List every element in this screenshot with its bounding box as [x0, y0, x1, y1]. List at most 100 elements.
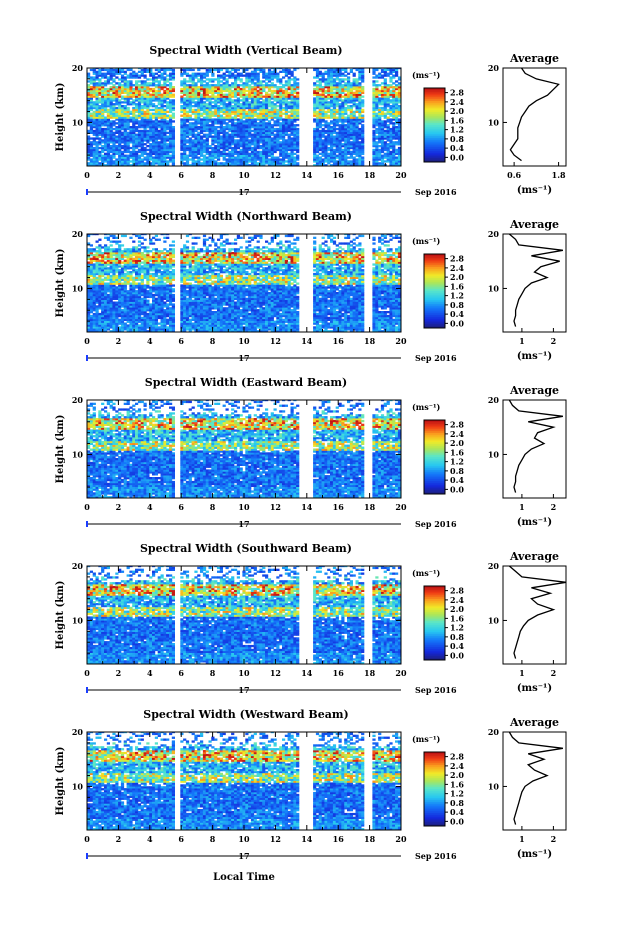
- date-label: Sep 2016: [415, 353, 457, 363]
- average-title: Average: [509, 550, 559, 563]
- colorbar: (ms⁻¹)2.82.42.01.61.20.80.40.0: [412, 734, 464, 827]
- average-frame: [503, 400, 566, 498]
- average-x-title: (ms⁻¹): [517, 185, 552, 196]
- x-tick-label: 18: [364, 336, 376, 346]
- average-y-tick-label: 10: [488, 283, 500, 293]
- x-tick-label: 4: [147, 336, 153, 346]
- average-x-title: (ms⁻¹): [517, 683, 552, 694]
- y-axis-title: Height (km): [55, 747, 66, 816]
- average-line: [510, 68, 558, 161]
- average-y-tick-label: 10: [488, 117, 500, 127]
- x-tick-label: 0: [84, 170, 90, 180]
- heatmap-cells: [87, 68, 401, 166]
- x-tick-label: 20: [395, 170, 407, 180]
- colorbar-unit: (ms⁻¹): [412, 402, 440, 412]
- panel-title: Spectral Width (Northward Beam): [140, 210, 352, 223]
- colorbar-unit: (ms⁻¹): [412, 236, 440, 246]
- average-x-tick-label: 1: [519, 502, 525, 512]
- colorbar-tick-label: 0.0: [450, 152, 464, 162]
- colorbar: (ms⁻¹)2.82.42.01.61.20.80.40.0: [412, 568, 464, 661]
- y-tick-label: 20: [72, 63, 84, 73]
- x-tick-label: 6: [178, 170, 184, 180]
- heatmap-cells: [87, 566, 401, 664]
- y-tick-label: 20: [72, 561, 84, 571]
- x-tick-label: 12: [270, 336, 281, 346]
- average-line: [509, 234, 563, 327]
- day-label: 17: [238, 519, 249, 529]
- x-tick-label: 20: [395, 336, 407, 346]
- average-y-tick-label: 20: [488, 561, 500, 571]
- average-x-tick-label: 2: [551, 668, 557, 678]
- x-tick-label: 0: [84, 668, 90, 678]
- x-tick-label: 8: [210, 336, 216, 346]
- average-y-tick-label: 20: [488, 727, 500, 737]
- colorbar: (ms⁻¹)2.82.42.01.61.20.80.40.0: [412, 402, 464, 495]
- date-label: Sep 2016: [415, 685, 457, 695]
- panel-title: Spectral Width (Eastward Beam): [145, 376, 347, 389]
- average-x-tick-label: 2: [551, 834, 557, 844]
- x-tick-label: 6: [178, 668, 184, 678]
- panel-2: Spectral Width (Northward Beam)1020Heigh…: [55, 210, 566, 363]
- x-tick-label: 16: [333, 170, 345, 180]
- x-tick-label: 0: [84, 502, 90, 512]
- panel-1: Spectral Width (Vertical Beam)1020Height…: [55, 44, 566, 197]
- colorbar-tick-label: 0.0: [450, 650, 464, 660]
- average-x-tick-label: 2: [551, 336, 557, 346]
- x-tick-label: 2: [116, 336, 122, 346]
- x-tick-label: 6: [178, 336, 184, 346]
- average-y-tick-label: 10: [488, 449, 500, 459]
- average-frame: [503, 234, 566, 332]
- colorbar: (ms⁻¹)2.82.42.01.61.20.80.40.0: [412, 70, 464, 163]
- x-tick-label: 4: [147, 502, 153, 512]
- x-tick-label: 0: [84, 834, 90, 844]
- x-tick-label: 8: [210, 668, 216, 678]
- x-tick-label: 14: [301, 834, 313, 844]
- panel-title: Spectral Width (Southward Beam): [140, 542, 352, 555]
- day-label: 17: [238, 187, 249, 197]
- average-line: [509, 400, 563, 493]
- average-y-tick-label: 20: [488, 229, 500, 239]
- x-tick-label: 20: [395, 834, 407, 844]
- y-tick-label: 10: [72, 781, 84, 791]
- x-tick-label: 2: [116, 834, 122, 844]
- average-x-tick-label: 1: [519, 336, 525, 346]
- average-line: [509, 566, 566, 659]
- average-y-tick-label: 20: [488, 395, 500, 405]
- y-axis-title: Height (km): [55, 415, 66, 484]
- heatmap-cells: [87, 234, 401, 332]
- x-tick-label: 20: [395, 668, 407, 678]
- x-tick-label: 18: [364, 502, 376, 512]
- x-tick-label: 4: [147, 170, 153, 180]
- x-tick-label: 20: [395, 502, 407, 512]
- x-tick-label: 6: [178, 502, 184, 512]
- x-axis-title: Local Time: [213, 872, 275, 883]
- average-x-title: (ms⁻¹): [517, 849, 552, 860]
- average-x-title: (ms⁻¹): [517, 517, 552, 528]
- panel-title: Spectral Width (Westward Beam): [143, 708, 348, 721]
- average-y-tick-label: 20: [488, 63, 500, 73]
- colorbar-tick-label: 0.0: [450, 484, 464, 494]
- panel-3: Spectral Width (Eastward Beam)1020Height…: [55, 376, 566, 529]
- x-tick-label: 6: [178, 834, 184, 844]
- x-tick-label: 16: [333, 502, 345, 512]
- average-x-tick-label: 1: [519, 834, 525, 844]
- y-tick-label: 10: [72, 283, 84, 293]
- average-x-title: (ms⁻¹): [517, 351, 552, 362]
- heatmap-cells: [87, 400, 401, 498]
- colorbar-tick-label: 0.0: [450, 816, 464, 826]
- average-x-tick-label: 0.6: [507, 170, 521, 180]
- day-label: 17: [238, 353, 249, 363]
- day-label: 17: [238, 685, 249, 695]
- average-frame: [503, 68, 566, 166]
- x-tick-label: 16: [333, 834, 345, 844]
- x-tick-label: 8: [210, 502, 216, 512]
- x-tick-label: 12: [270, 170, 281, 180]
- colorbar-unit: (ms⁻¹): [412, 70, 440, 80]
- x-tick-label: 16: [333, 336, 345, 346]
- x-tick-label: 12: [270, 668, 281, 678]
- average-line: [509, 732, 563, 825]
